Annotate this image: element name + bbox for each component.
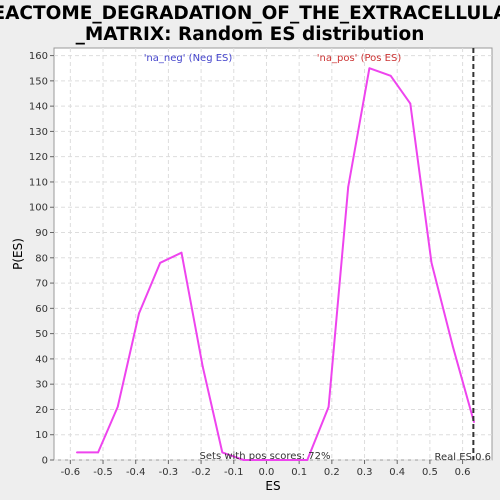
data-point: [286, 459, 289, 461]
data-point: [97, 451, 100, 454]
neg-es-label: 'na_neg' (Neg ES): [144, 53, 233, 64]
data-point: [180, 251, 183, 254]
data-point: [409, 102, 412, 105]
series-layer: [75, 67, 475, 461]
y-tick-label: 30: [35, 380, 48, 391]
grid: [54, 48, 492, 461]
y-tick-label: 80: [35, 253, 48, 264]
real-es-label: Real ES 0.6: [435, 452, 491, 463]
y-tick-label: 110: [29, 177, 48, 188]
data-point: [201, 365, 204, 368]
sets-pos-label: Sets with pos scores: 72%: [200, 451, 331, 462]
x-tick-label: 0.2: [324, 467, 340, 478]
y-tick-label: 160: [29, 51, 48, 62]
axes: 0 10 20 30 40 50 60 70 80 90 100 110 120 130 140 150 160…: [29, 51, 471, 478]
x-tick-label: 0.5: [422, 467, 438, 478]
x-tick-label: -0.4: [126, 467, 146, 478]
data-point: [221, 451, 224, 454]
data-point: [473, 421, 475, 423]
data-point: [347, 186, 350, 188]
data-point: [265, 459, 268, 461]
x-tick-label: 0.0: [259, 467, 275, 478]
x-axis-label: ES: [265, 479, 280, 493]
x-tick-label: -0.3: [159, 467, 179, 478]
y-tick-label: 150: [29, 76, 48, 87]
data-point: [430, 261, 433, 264]
y-tick-label: 140: [29, 102, 48, 113]
y-tick-label: 10: [35, 430, 48, 441]
x-tick-label: -0.5: [93, 467, 113, 478]
data-point: [389, 74, 392, 77]
data-point: [242, 459, 245, 461]
y-tick-label: 0: [42, 456, 48, 467]
y-tick-label: 90: [35, 228, 48, 239]
data-point: [138, 312, 140, 315]
y-tick-label: 50: [35, 329, 48, 340]
x-tick-label: -0.1: [224, 467, 244, 478]
chart-title-line-1: REACTOME_DEGRADATION_OF_THE_EXTRACELLULA…: [0, 3, 500, 24]
y-axis-label: P(ES): [11, 238, 25, 270]
data-point: [451, 345, 454, 348]
x-tick-label: 0.3: [357, 467, 373, 478]
x-tick-label: 0.6: [455, 467, 471, 478]
x-tick-label: 0.4: [389, 467, 405, 478]
data-point: [116, 406, 119, 408]
x-tick-label: 0.1: [291, 467, 307, 478]
y-tick-label: 60: [35, 304, 48, 315]
y-tick-label: 40: [35, 354, 48, 365]
y-tick-label: 20: [35, 405, 48, 416]
y-tick-label: 70: [35, 279, 48, 290]
x-tick-label: -0.6: [61, 467, 81, 478]
data-point: [75, 451, 78, 454]
data-point: [159, 261, 162, 264]
series-line: [76, 67, 475, 461]
y-tick-label: 120: [29, 152, 48, 163]
plot-area: [53, 47, 493, 461]
pos-es-label: 'na_pos' (Pos ES): [317, 53, 402, 64]
data-point: [327, 406, 330, 408]
annotations: 'na_neg' (Neg ES) 'na_pos' (Pos ES) Sets w…: [144, 48, 491, 463]
y-tick-label: 130: [29, 127, 48, 138]
data-point: [368, 67, 371, 70]
y-tick-label: 100: [29, 203, 48, 214]
data-point: [306, 459, 309, 461]
chart-title-line-2: _MATRIX: Random ES distribution: [76, 24, 425, 45]
x-tick-label: -0.2: [191, 467, 211, 478]
